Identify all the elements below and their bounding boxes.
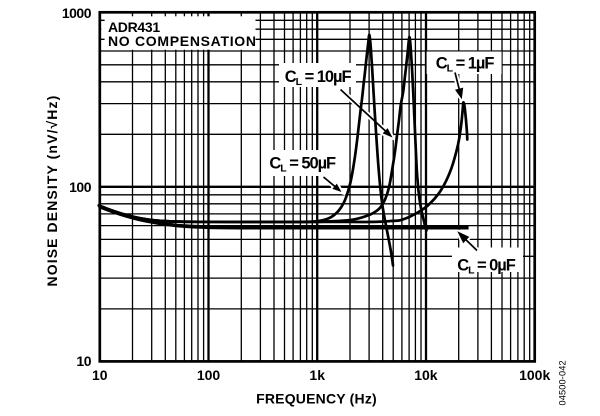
svg-text:NO COMPENSATION: NO COMPENSATION xyxy=(108,33,257,49)
svg-text:100k: 100k xyxy=(519,367,550,383)
svg-text:100: 100 xyxy=(69,179,92,195)
svg-text:10: 10 xyxy=(76,353,91,369)
svg-text:CL = 10µF: CL = 10µF xyxy=(285,68,352,88)
svg-text:04500-042: 04500-042 xyxy=(558,360,568,405)
svg-text:1k: 1k xyxy=(309,367,325,383)
svg-text:CL = 0µF: CL = 0µF xyxy=(457,256,516,276)
svg-text:ADR431: ADR431 xyxy=(108,19,160,35)
svg-text:10k: 10k xyxy=(414,367,438,383)
svg-text:10: 10 xyxy=(92,367,108,383)
svg-text:CL = 50µF: CL = 50µF xyxy=(269,154,336,174)
svg-text:100: 100 xyxy=(197,367,221,383)
svg-text:CL = 1µF: CL = 1µF xyxy=(436,55,495,75)
svg-text:NOISE DENSITY (nV/√Hz): NOISE DENSITY (nV/√Hz) xyxy=(44,95,60,287)
svg-text:FREQUENCY (Hz): FREQUENCY (Hz) xyxy=(256,391,377,407)
svg-text:1000: 1000 xyxy=(62,5,92,21)
